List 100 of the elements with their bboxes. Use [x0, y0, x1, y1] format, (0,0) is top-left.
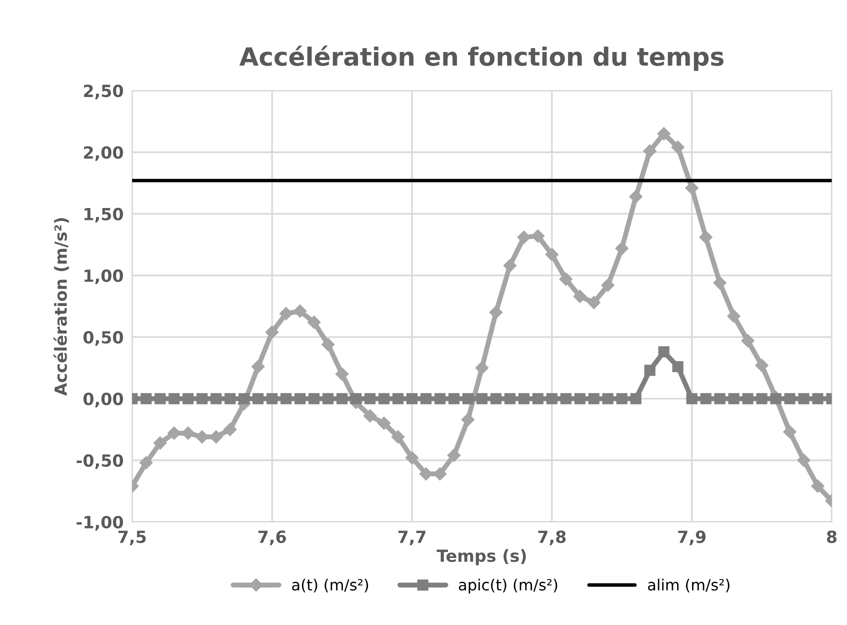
point	[531, 229, 544, 243]
y-tick-label: -0,50	[76, 454, 124, 469]
point	[322, 393, 334, 404]
x-tick-label: 7,5	[118, 530, 146, 546]
point	[644, 364, 656, 376]
point	[280, 393, 292, 404]
y-tick-label: 1,00	[84, 269, 124, 284]
point	[811, 480, 824, 493]
point	[728, 393, 740, 404]
legend-label: a(t) (m/s²)	[292, 578, 368, 592]
point	[755, 358, 768, 372]
point	[629, 190, 642, 204]
point	[140, 456, 153, 470]
point	[475, 361, 489, 374]
x-tick-label: 8	[826, 530, 837, 544]
point	[448, 393, 460, 404]
point	[616, 393, 628, 404]
point	[224, 393, 236, 404]
point	[574, 393, 586, 404]
point	[168, 393, 180, 404]
point	[489, 306, 503, 319]
point	[434, 393, 446, 404]
point	[391, 430, 405, 444]
point	[335, 367, 349, 381]
point	[602, 393, 614, 404]
point	[643, 144, 656, 158]
point	[503, 259, 517, 272]
point	[392, 393, 404, 404]
point	[308, 393, 320, 404]
point	[545, 248, 558, 262]
point	[587, 296, 600, 310]
point	[462, 393, 474, 404]
point	[406, 393, 418, 404]
point	[812, 393, 824, 404]
point	[742, 393, 754, 404]
y-tick-label: 1,50	[84, 208, 124, 223]
point	[770, 393, 782, 404]
x-axis-title: Temps (s)	[436, 549, 526, 566]
point	[420, 393, 432, 404]
point	[223, 422, 237, 436]
point	[630, 393, 642, 404]
x-tick-label: 7,8	[538, 530, 566, 546]
point	[279, 307, 293, 320]
point	[251, 360, 265, 374]
point	[461, 413, 475, 426]
point	[699, 230, 712, 244]
point	[336, 393, 348, 404]
point	[265, 326, 279, 339]
point	[377, 416, 391, 430]
point	[350, 393, 362, 404]
point	[713, 276, 726, 290]
x-tick-label: 7,9	[678, 530, 706, 546]
point	[784, 393, 796, 404]
point	[378, 393, 390, 404]
point	[783, 425, 796, 439]
point	[140, 393, 152, 404]
point	[756, 393, 768, 404]
point	[714, 393, 726, 404]
point	[657, 127, 670, 140]
point	[321, 338, 335, 352]
point	[615, 242, 628, 255]
y-tick-label: -1,00	[76, 516, 124, 531]
y-tick-label: 0,00	[83, 392, 124, 408]
point	[196, 393, 208, 404]
point	[700, 393, 712, 404]
legend-label: apic(t) (m/s²)	[458, 578, 558, 594]
point	[727, 310, 740, 323]
y-tick-label: 2,00	[84, 146, 124, 161]
point	[154, 393, 166, 404]
point	[364, 393, 376, 404]
point	[293, 304, 307, 318]
point	[405, 451, 419, 464]
point	[797, 454, 810, 467]
point	[154, 436, 167, 450]
point	[517, 230, 531, 244]
point	[504, 393, 516, 404]
point	[266, 393, 278, 404]
chart-title: Accélération en fonction du temps	[239, 46, 724, 71]
point	[601, 278, 614, 292]
point	[532, 393, 544, 404]
point	[490, 393, 502, 404]
point	[252, 393, 264, 404]
x-tick-label: 7,7	[398, 530, 426, 546]
point	[573, 290, 586, 303]
x-tick-label: 7,6	[258, 530, 286, 546]
point	[433, 467, 447, 480]
y-tick-label: 2,50	[84, 84, 124, 100]
point	[672, 361, 684, 372]
point	[210, 430, 223, 444]
point	[238, 393, 250, 404]
point	[476, 393, 488, 404]
point	[798, 393, 810, 404]
y-tick-label: 0,50	[83, 331, 124, 346]
point	[518, 393, 530, 404]
point	[168, 426, 181, 440]
y-axis-title: Accélération (m/s²)	[53, 218, 69, 396]
point	[741, 334, 754, 348]
point	[363, 409, 377, 422]
point	[658, 346, 670, 358]
point	[294, 393, 306, 404]
